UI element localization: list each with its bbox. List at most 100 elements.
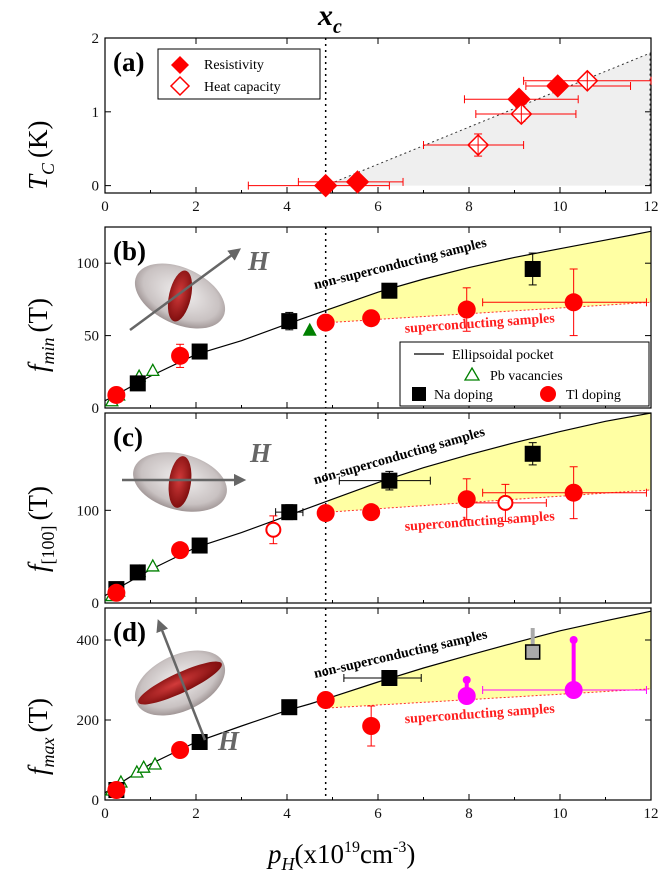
legend-marker-tl <box>540 386 556 402</box>
ylabel-b: fmin(T) <box>23 298 58 372</box>
legend-label-curve: Ellipsoidal pocket <box>452 348 554 363</box>
data-point-circle <box>316 313 335 332</box>
y-tick-label: 0 <box>92 596 100 612</box>
fermi-pocket-inset: H <box>122 438 272 512</box>
fermi-pocket-inset: H <box>129 246 270 332</box>
extremal-orbit <box>138 661 222 705</box>
x-tick-label: 12 <box>644 199 659 215</box>
field-arrow <box>156 619 207 741</box>
data-point-square <box>381 472 398 489</box>
annotation-superconducting: superconducting samples <box>404 702 555 727</box>
range-end <box>569 636 578 644</box>
panel-label: (a) <box>113 47 144 77</box>
data-point-circle-magenta <box>564 681 583 699</box>
data-point-square <box>381 282 398 299</box>
field-arrow <box>129 248 242 332</box>
data-point-square <box>191 734 208 750</box>
field-label: H <box>247 246 270 276</box>
legend-marker-heat-capacity <box>169 75 191 97</box>
y-tick-label: 50 <box>84 329 99 345</box>
legend-marker-na <box>412 387 426 401</box>
data-point-square <box>129 375 146 392</box>
x-tick-label: 0 <box>101 199 109 215</box>
band-lower-edge <box>327 489 652 513</box>
data-point-triangle-open <box>145 362 160 377</box>
y-tick-label: 400 <box>77 633 100 649</box>
legend-marker-resistivity <box>171 56 189 74</box>
annotation-superconducting: superconducting samples <box>404 509 555 534</box>
legend-marker-pb <box>463 366 481 381</box>
panel-label: (d) <box>113 617 146 647</box>
x-tick-label: 10 <box>553 199 568 215</box>
fermi-pocket-inset: H <box>134 619 240 756</box>
ylabel-c: f[100](T) <box>23 486 58 572</box>
y-tick-label: 100 <box>77 256 100 272</box>
field-label: H <box>249 438 272 468</box>
data-point-circle <box>316 691 335 709</box>
data-point-circle <box>457 490 476 509</box>
data-point-circle <box>107 781 126 799</box>
data-point-circle-magenta <box>457 687 476 705</box>
legend-label-tl: Tl doping <box>566 388 621 403</box>
xc-label: xc <box>317 0 342 38</box>
data-point-diamond <box>345 170 370 194</box>
x-tick-label: 8 <box>465 199 473 215</box>
data-point-circle-open <box>497 494 514 511</box>
data-point-square <box>381 670 398 686</box>
legend-box <box>399 341 650 407</box>
data-point-circle <box>107 385 126 404</box>
y-tick-label: 1 <box>92 105 100 121</box>
data-point-square <box>191 537 208 554</box>
data-point-circle <box>362 717 381 735</box>
data-point-circle-open <box>265 521 282 538</box>
extremal-orbit <box>167 270 193 322</box>
y-tick-label: 0 <box>92 179 100 195</box>
legend-label-resistivity: Resistivity <box>204 58 264 73</box>
x-tick-label: 4 <box>283 806 291 822</box>
x-tick-label: 6 <box>374 806 382 822</box>
data-point-circle <box>107 583 126 602</box>
field-label: H <box>217 726 240 756</box>
x-tick-label: 0 <box>101 806 109 822</box>
y-tick-label: 100 <box>77 503 100 519</box>
onset-line <box>325 52 652 187</box>
x-tick-label: 2 <box>192 199 200 215</box>
data-point-square <box>191 343 208 360</box>
data-point-square <box>281 504 298 521</box>
data-point-circle <box>171 541 190 560</box>
data-point-triangle <box>302 322 317 336</box>
data-point-triangle-open <box>145 558 160 572</box>
x-tick-label: 8 <box>465 806 473 822</box>
data-point-circle <box>171 741 190 759</box>
band-lower-edge <box>327 301 652 324</box>
x-tick-label: 10 <box>553 806 568 822</box>
data-point-triangle-open <box>147 756 163 770</box>
y-tick-label: 0 <box>92 793 100 809</box>
x-tick-label: 12 <box>644 806 659 822</box>
data-point-circle <box>457 300 476 319</box>
data-point-circle <box>362 309 381 328</box>
data-point-square <box>129 564 146 581</box>
data-point-square <box>281 699 298 716</box>
panel-label: (c) <box>113 422 143 452</box>
data-point-circle <box>362 503 381 522</box>
ylabel-d: fmax(T) <box>23 698 58 775</box>
x-tick-label: 2 <box>192 806 200 822</box>
data-point-circle <box>171 346 190 365</box>
legend-label-heat-capacity: Heat capacity <box>204 80 281 95</box>
data-point-square <box>524 260 541 277</box>
data-point-square <box>281 313 298 330</box>
data-point-triangle-open <box>136 759 151 773</box>
x-tick-label: 6 <box>374 199 382 215</box>
ylabel-a: TC(K) <box>23 120 58 190</box>
y-tick-label: 2 <box>92 31 100 47</box>
legend-label-pb: Pb vacancies <box>490 369 563 384</box>
xlabel: pH(x1019cm-3) <box>266 839 415 874</box>
data-point-circle <box>316 504 335 523</box>
legend-label-na: Na doping <box>434 388 493 403</box>
range-end <box>462 676 471 684</box>
